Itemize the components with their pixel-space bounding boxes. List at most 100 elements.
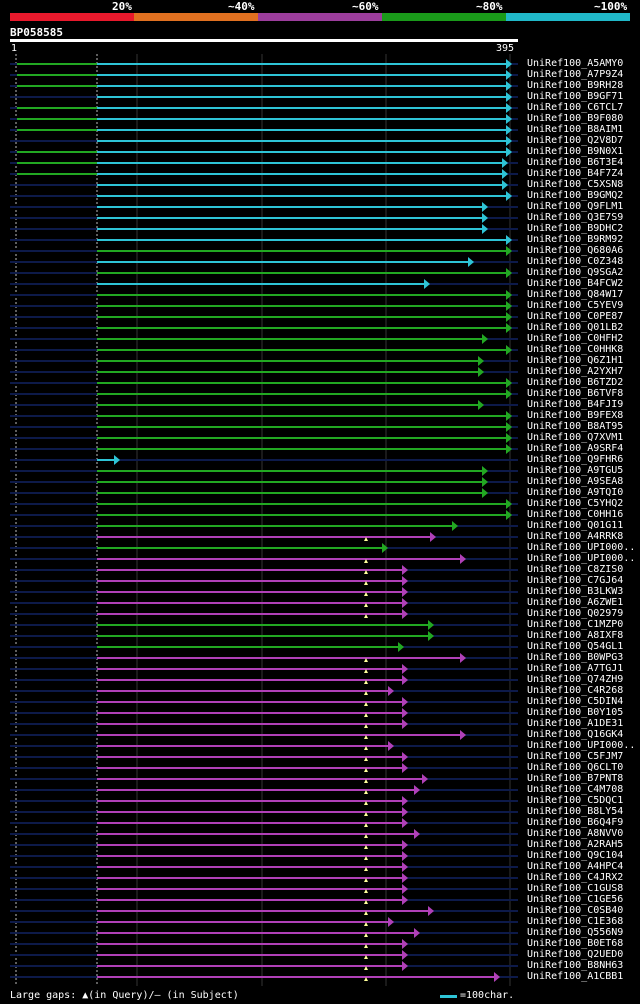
hit-label[interactable]: UniRef100_Q02979: [527, 608, 624, 619]
hit-label[interactable]: UniRef100_Q84W17: [527, 289, 624, 300]
hit-label[interactable]: UniRef100_B3LKW3: [527, 586, 624, 597]
hit-label[interactable]: UniRef100_C5YHQ2: [527, 498, 624, 509]
hit-label[interactable]: UniRef100_C0Z348: [527, 256, 624, 267]
hit-label[interactable]: UniRef100_A4HPC4: [527, 861, 624, 872]
hit-label[interactable]: UniRef100_B9GMQ2: [527, 190, 624, 201]
hit-label[interactable]: UniRef100_B0Y105: [527, 707, 624, 718]
hit-label[interactable]: UniRef100_A9TGU5: [527, 465, 624, 476]
hit-arrowhead: [402, 565, 408, 575]
hit-label[interactable]: UniRef100_B6TVF8: [527, 388, 624, 399]
hit-label[interactable]: UniRef100_A4RRK8: [527, 531, 624, 542]
hit-label[interactable]: UniRef100_Q680A6: [527, 245, 624, 256]
hit-label[interactable]: UniRef100_Q01G11: [527, 520, 624, 531]
hit-label[interactable]: UniRef100_A8IXF8: [527, 630, 624, 641]
hit-label[interactable]: UniRef100_C1GE56: [527, 894, 624, 905]
hit-arrowhead: [414, 928, 420, 938]
hit-arrowhead: [422, 774, 428, 784]
hit-label[interactable]: UniRef100_A8NVV0: [527, 828, 624, 839]
hit-label[interactable]: UniRef100_B4FJI9: [527, 399, 624, 410]
hit-label[interactable]: UniRef100_C1MZP0: [527, 619, 624, 630]
hit-label[interactable]: UniRef100_C5DIN4: [527, 696, 624, 707]
hit-arrowhead: [402, 598, 408, 608]
hit-label[interactable]: UniRef100_C5FJM7: [527, 751, 624, 762]
hit-label[interactable]: UniRef100_Q556N9: [527, 927, 624, 938]
hit-label[interactable]: UniRef100_B9DHC2: [527, 223, 624, 234]
hit-label[interactable]: UniRef100_B0WPG3: [527, 652, 624, 663]
hit-label[interactable]: UniRef100_C0HH16: [527, 509, 624, 520]
hit-arrowhead: [402, 609, 408, 619]
hit-label[interactable]: UniRef100_C8ZIS0: [527, 564, 624, 575]
hit-label[interactable]: UniRef100_B8AIM1: [527, 124, 624, 135]
hit-label[interactable]: UniRef100_B8LY54: [527, 806, 624, 817]
hit-label[interactable]: UniRef100_B6TZD2: [527, 377, 624, 388]
hit-label[interactable]: UniRef100_Q9SGA2: [527, 267, 624, 278]
query-gap-marker: [364, 977, 368, 981]
hit-label[interactable]: UniRef100_A9TQI0: [527, 487, 624, 498]
hit-label[interactable]: UniRef100_B8AT95: [527, 421, 624, 432]
hit-label[interactable]: UniRef100_B6T3E4: [527, 157, 624, 168]
hit-label[interactable]: UniRef100_A2YXH7: [527, 366, 624, 377]
hit-label[interactable]: UniRef100_UPI000..: [527, 542, 636, 553]
hit-label[interactable]: UniRef100_Q74ZH9: [527, 674, 624, 685]
hit-label[interactable]: UniRef100_C0HHK8: [527, 344, 624, 355]
hit-label[interactable]: UniRef100_B9N0X1: [527, 146, 624, 157]
hit-label[interactable]: UniRef100_A1CBB1: [527, 971, 624, 982]
hit-label[interactable]: UniRef100_B4FCW2: [527, 278, 624, 289]
hit-label[interactable]: UniRef100_Q54GL1: [527, 641, 624, 652]
hit-label[interactable]: UniRef100_C4JRX2: [527, 872, 624, 883]
hit-label[interactable]: UniRef100_C0HFH2: [527, 333, 624, 344]
hit-label[interactable]: UniRef100_UPI000..: [527, 553, 636, 564]
hit-label[interactable]: UniRef100_A1DE31: [527, 718, 624, 729]
hit-label[interactable]: UniRef100_B9GF71: [527, 91, 624, 102]
hit-label[interactable]: UniRef100_C0PE87: [527, 311, 624, 322]
query-gap-marker: [364, 746, 368, 750]
hit-arrowhead: [506, 389, 512, 399]
hit-label[interactable]: UniRef100_C5DQC1: [527, 795, 624, 806]
hit-label[interactable]: UniRef100_C5XSN8: [527, 179, 624, 190]
hit-label[interactable]: UniRef100_A5AMY0: [527, 58, 624, 69]
hit-label[interactable]: UniRef100_B0ET68: [527, 938, 624, 949]
hit-label[interactable]: UniRef100_C5YEV9: [527, 300, 624, 311]
hit-label[interactable]: UniRef100_B9RM92: [527, 234, 624, 245]
hit-label[interactable]: UniRef100_Q2V8D7: [527, 135, 624, 146]
hit-arrowhead: [506, 444, 512, 454]
hit-label[interactable]: UniRef100_Q2UED0: [527, 949, 624, 960]
hit-label[interactable]: UniRef100_Q01LB2: [527, 322, 624, 333]
hit-label[interactable]: UniRef100_Q9FHR6: [527, 454, 624, 465]
hit-label[interactable]: UniRef100_C6TCL7: [527, 102, 624, 113]
hit-arrowhead: [402, 950, 408, 960]
hit-arrowhead: [402, 763, 408, 773]
hit-label[interactable]: UniRef100_Q3E7S9: [527, 212, 624, 223]
hit-label[interactable]: UniRef100_B9RH28: [527, 80, 624, 91]
hit-label[interactable]: UniRef100_C4R268: [527, 685, 624, 696]
hit-label[interactable]: UniRef100_Q16GK4: [527, 729, 624, 740]
query-gap-marker: [364, 581, 368, 585]
hit-label[interactable]: UniRef100_UPI000..: [527, 740, 636, 751]
hit-arrowhead: [402, 675, 408, 685]
hit-label[interactable]: UniRef100_C1E368: [527, 916, 624, 927]
hit-label[interactable]: UniRef100_C7GJ64: [527, 575, 624, 586]
hit-label[interactable]: UniRef100_B9F080: [527, 113, 624, 124]
hit-label[interactable]: UniRef100_Q7XVM1: [527, 432, 624, 443]
hit-label[interactable]: UniRef100_C4M708: [527, 784, 624, 795]
hit-label[interactable]: UniRef100_A7P9Z4: [527, 69, 624, 80]
hit-label[interactable]: UniRef100_Q6CLT0: [527, 762, 624, 773]
hit-label[interactable]: UniRef100_Q9FLM1: [527, 201, 624, 212]
hit-label[interactable]: UniRef100_A6ZWE1: [527, 597, 624, 608]
hit-label[interactable]: UniRef100_C1GUS8: [527, 883, 624, 894]
hit-arrowhead: [494, 972, 500, 982]
hit-label[interactable]: UniRef100_C0SB40: [527, 905, 624, 916]
hit-label[interactable]: UniRef100_A9SRF4: [527, 443, 624, 454]
hit-label[interactable]: UniRef100_A9SEA8: [527, 476, 624, 487]
hit-label[interactable]: UniRef100_B8NH63: [527, 960, 624, 971]
hit-label[interactable]: UniRef100_Q9C104: [527, 850, 624, 861]
hit-label[interactable]: UniRef100_B9FEX8: [527, 410, 624, 421]
hit-label[interactable]: UniRef100_A7TGJ1: [527, 663, 624, 674]
hit-arrowhead: [506, 136, 512, 146]
hit-arrowhead: [402, 664, 408, 674]
hit-label[interactable]: UniRef100_Q6Z1H1: [527, 355, 624, 366]
hit-label[interactable]: UniRef100_B7PNT8: [527, 773, 624, 784]
hit-label[interactable]: UniRef100_B4F7Z4: [527, 168, 624, 179]
hit-label[interactable]: UniRef100_A2RAH5: [527, 839, 624, 850]
hit-label[interactable]: UniRef100_B6Q4F9: [527, 817, 624, 828]
